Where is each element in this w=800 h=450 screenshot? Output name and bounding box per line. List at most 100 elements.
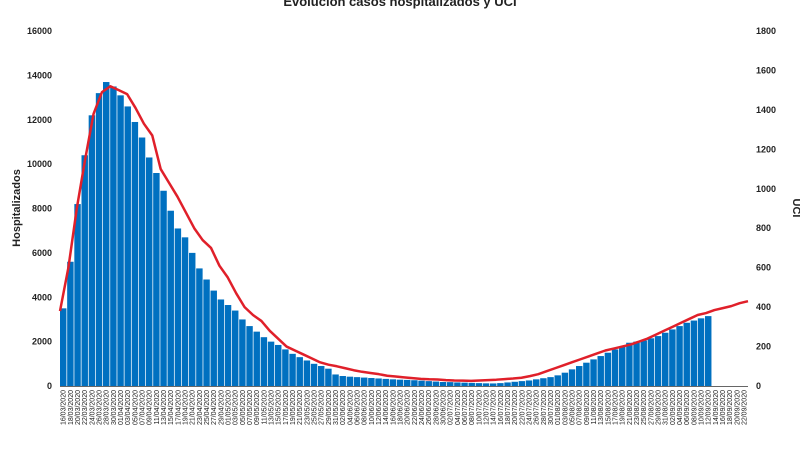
bar bbox=[619, 346, 626, 386]
x-tick-label: 11/08/2020 bbox=[591, 390, 598, 425]
x-tick-label: 03/08/2020 bbox=[562, 390, 569, 425]
bar-series-hospitalizados bbox=[60, 82, 712, 387]
bar bbox=[583, 362, 590, 386]
y2-tick-label: 1400 bbox=[756, 105, 776, 115]
x-tick-label: 20/03/2020 bbox=[75, 390, 82, 425]
bar bbox=[246, 326, 253, 386]
bar bbox=[389, 379, 397, 386]
bar bbox=[88, 115, 96, 386]
y2-tick-label: 1600 bbox=[756, 65, 776, 75]
bar bbox=[654, 336, 662, 386]
bar bbox=[533, 379, 540, 386]
x-tick-label: 17/08/2020 bbox=[613, 390, 620, 425]
bar bbox=[447, 382, 454, 386]
x-tick-label: 01/04/2020 bbox=[118, 390, 125, 425]
bar bbox=[124, 106, 131, 386]
x-tick-label: 10/07/2020 bbox=[476, 390, 483, 425]
bar bbox=[597, 356, 604, 386]
bar bbox=[411, 380, 418, 386]
bar bbox=[382, 378, 389, 386]
bar bbox=[669, 329, 676, 386]
y2-tick-label: 400 bbox=[756, 302, 771, 312]
x-tick-label: 05/08/2020 bbox=[570, 390, 577, 425]
x-tick-label: 08/06/2020 bbox=[362, 390, 369, 425]
bar bbox=[375, 378, 382, 386]
x-tick-label: 01/08/2020 bbox=[555, 390, 562, 425]
x-tick-label: 16/03/2020 bbox=[61, 390, 68, 425]
bar bbox=[353, 377, 361, 387]
x-tick-label: 02/09/2020 bbox=[670, 390, 677, 425]
x-tick-label: 16/09/2020 bbox=[720, 390, 727, 425]
y-axis-label: Hospitalizados bbox=[11, 169, 23, 247]
bar bbox=[439, 382, 447, 386]
x-tick-label: 05/04/2020 bbox=[132, 390, 139, 425]
x-tick-label: 06/07/2020 bbox=[462, 390, 469, 425]
bar bbox=[576, 366, 583, 386]
left-axis-ticks: 0 2000 4000 6000 8000 10000 12000 14000 16000 bbox=[27, 26, 52, 391]
x-tick-label: 16/07/2020 bbox=[498, 390, 505, 425]
y-tick-label: 2000 bbox=[32, 337, 52, 347]
x-tick-label: 12/06/2020 bbox=[376, 390, 383, 425]
x-tick-label: 16/06/2020 bbox=[390, 390, 397, 425]
x-tick-label: 19/04/2020 bbox=[183, 390, 190, 425]
x-tick-label: 27/04/2020 bbox=[211, 390, 218, 425]
y-tick-label: 4000 bbox=[32, 292, 52, 302]
x-tick-label: 21/05/2020 bbox=[297, 390, 304, 425]
x-tick-label: 20/09/2020 bbox=[734, 390, 741, 425]
bar bbox=[210, 290, 217, 386]
x-tick-label: 30/03/2020 bbox=[111, 390, 118, 425]
bar bbox=[568, 369, 576, 386]
x-tick-label: 26/07/2020 bbox=[534, 390, 541, 425]
x-tick-label: 07/08/2020 bbox=[577, 390, 584, 425]
bar bbox=[425, 381, 432, 386]
x-tick-label: 14/07/2020 bbox=[491, 390, 498, 425]
bar bbox=[662, 332, 669, 386]
y-tick-label: 8000 bbox=[32, 204, 52, 214]
bar bbox=[554, 375, 561, 386]
bar bbox=[282, 349, 289, 386]
x-tick-label: 13/08/2020 bbox=[598, 390, 605, 425]
bar bbox=[590, 359, 597, 387]
x-tick-label: 07/04/2020 bbox=[140, 390, 147, 425]
bar bbox=[174, 228, 182, 386]
x-tick-label: 18/03/2020 bbox=[68, 390, 75, 425]
y2-tick-label: 1800 bbox=[756, 26, 776, 36]
bar bbox=[146, 157, 153, 386]
bar bbox=[611, 349, 619, 386]
y-tick-label: 16000 bbox=[27, 26, 52, 36]
bar bbox=[690, 320, 698, 386]
y2-tick-label: 0 bbox=[756, 381, 761, 391]
x-tick-label: 18/06/2020 bbox=[398, 390, 405, 425]
bar bbox=[332, 374, 339, 386]
x-tick-label: 13/05/2020 bbox=[269, 390, 276, 425]
x-tick-label: 22/06/2020 bbox=[412, 390, 419, 425]
bar bbox=[346, 376, 354, 386]
bar bbox=[647, 338, 655, 386]
x-tick-label: 29/05/2020 bbox=[326, 390, 333, 425]
bar bbox=[189, 252, 196, 387]
bar bbox=[275, 344, 282, 386]
bar bbox=[67, 261, 74, 386]
x-tick-label: 19/08/2020 bbox=[620, 390, 627, 425]
x-tick-label: 25/04/2020 bbox=[204, 390, 211, 425]
bar bbox=[167, 210, 174, 386]
bar bbox=[60, 308, 67, 386]
bar bbox=[683, 322, 690, 386]
x-tick-label: 10/09/2020 bbox=[699, 390, 706, 425]
x-tick-label: 19/05/2020 bbox=[290, 390, 297, 425]
x-tick-label: 28/07/2020 bbox=[541, 390, 548, 425]
bar bbox=[604, 352, 612, 386]
y2-tick-label: 600 bbox=[756, 263, 771, 273]
bar bbox=[103, 82, 110, 386]
bar bbox=[81, 155, 88, 386]
bar bbox=[296, 357, 303, 386]
x-tick-label: 06/09/2020 bbox=[684, 390, 691, 425]
x-tick-label: 03/04/2020 bbox=[125, 390, 132, 425]
x-tick-label: 20/06/2020 bbox=[405, 390, 412, 425]
x-tick-label: 08/09/2020 bbox=[691, 390, 698, 425]
x-tick-label: 21/08/2020 bbox=[627, 390, 634, 425]
x-tick-label: 31/08/2020 bbox=[663, 390, 670, 425]
bar bbox=[325, 368, 332, 386]
bar bbox=[310, 363, 318, 386]
bar bbox=[561, 372, 569, 386]
